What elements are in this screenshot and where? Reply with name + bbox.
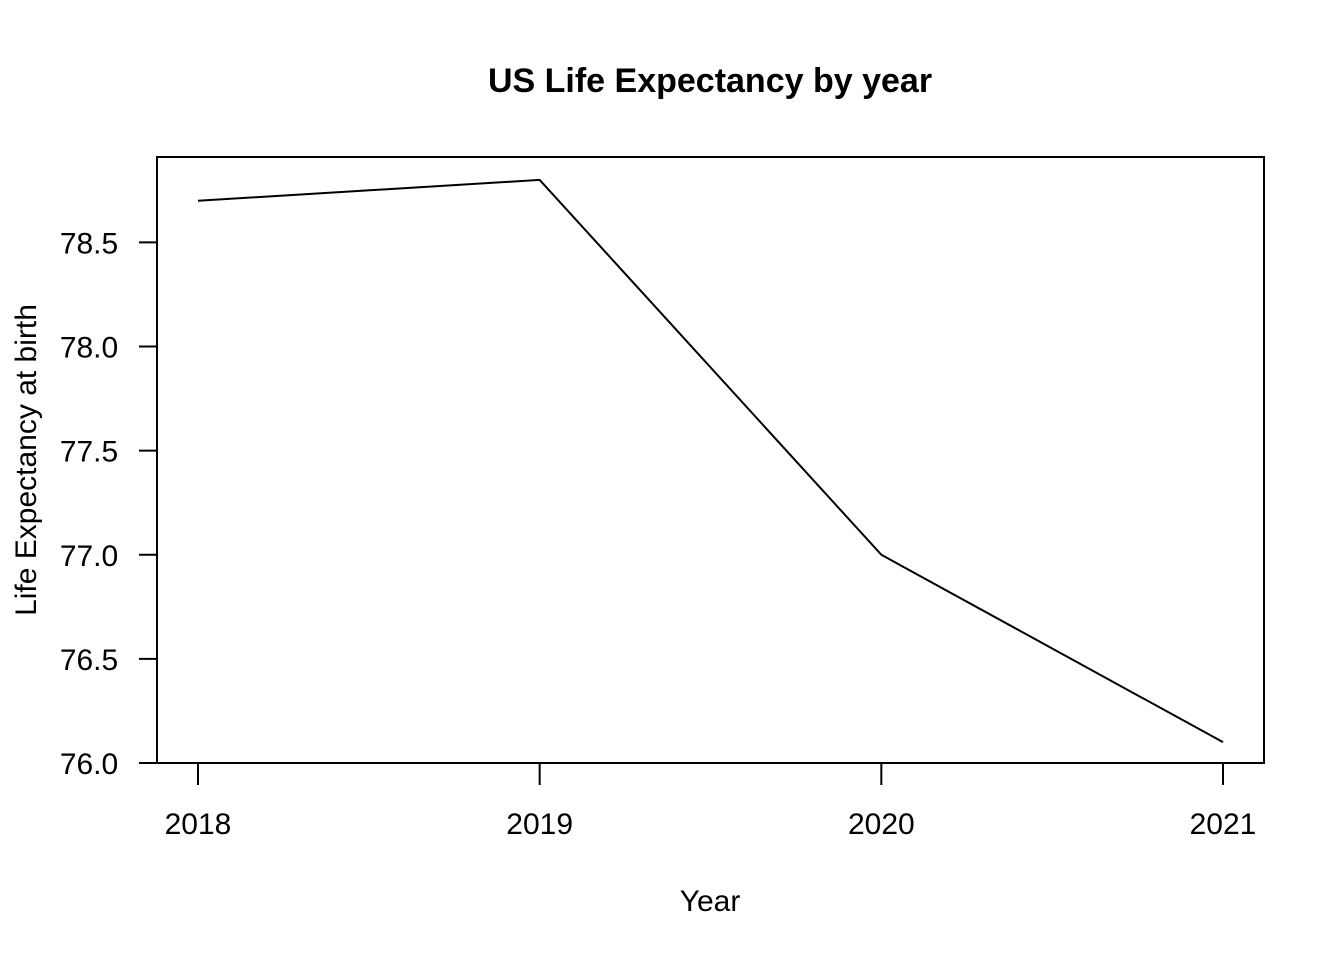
y-tick-label: 76.0 [60,748,118,781]
x-tick-label: 2018 [165,808,232,841]
y-tick-label: 77.5 [60,436,118,469]
y-axis: 76.0 76.5 77.0 77.5 78.0 78.5 [60,227,158,781]
plot-frame [156,156,1265,764]
y-tick-label: 77.0 [60,540,118,573]
chart-title: US Life Expectancy by year [488,62,932,100]
x-tick-label: 2019 [506,808,573,841]
series-line [197,178,1224,744]
x-axis: 2018 2019 2020 2021 [165,762,1257,841]
series-group [197,178,1224,744]
x-tick-label: 2021 [1190,808,1257,841]
x-axis-label: Year [680,885,741,918]
y-axis-label: Life Expectancy at birth [10,304,43,616]
x-tick-label: 2020 [848,808,915,841]
y-tick-label: 78.0 [60,332,118,365]
y-tick-label: 76.5 [60,644,118,677]
y-tick-label: 78.5 [60,227,118,260]
